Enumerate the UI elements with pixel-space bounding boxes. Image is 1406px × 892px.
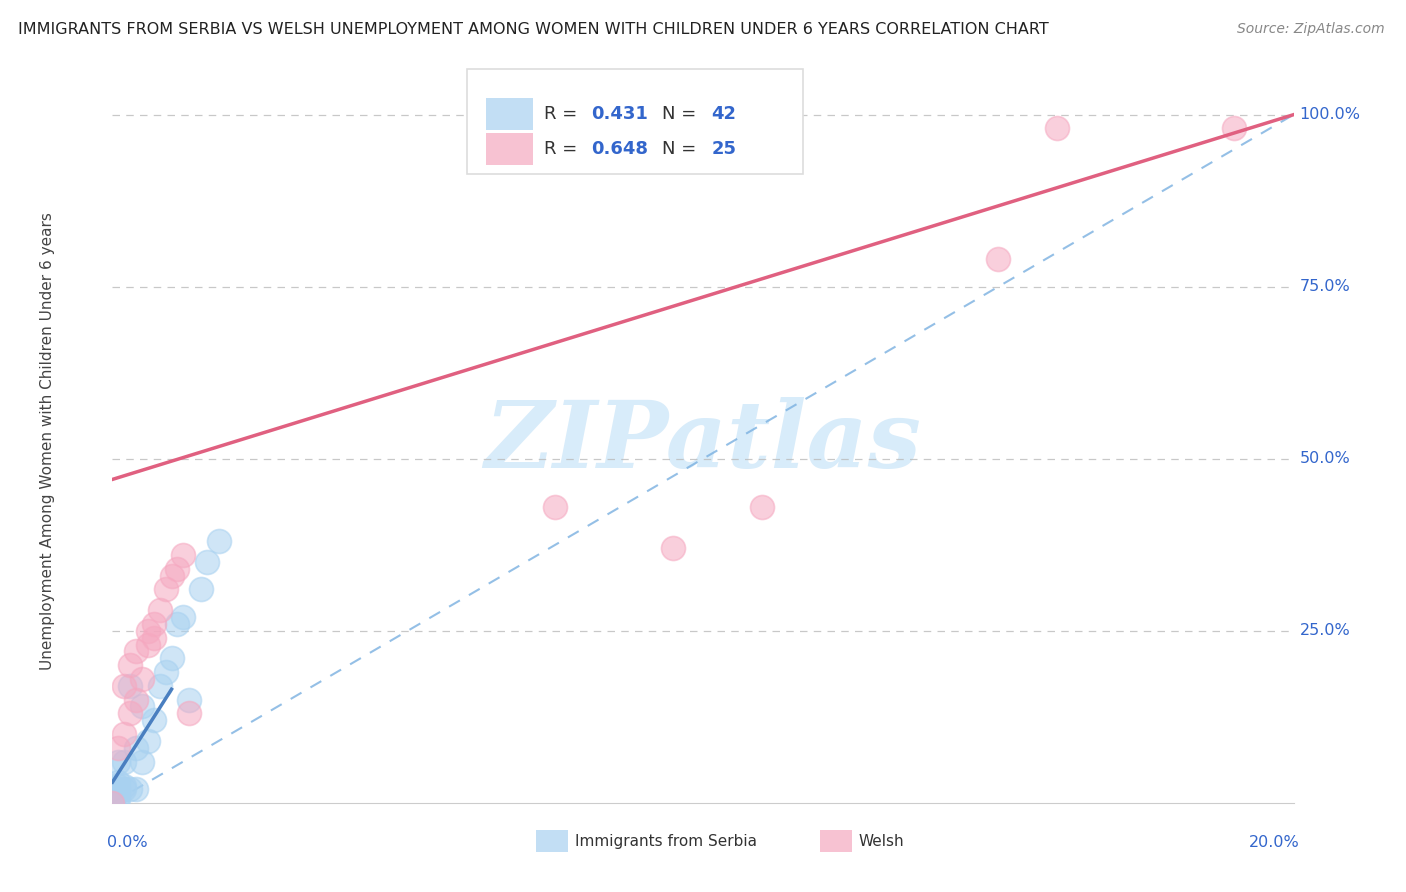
Point: [112, 782, 135, 797]
Point: [136, 624, 159, 638]
Point: [107, 779, 129, 793]
Point: [101, 796, 124, 810]
Point: [112, 779, 135, 793]
Point: [101, 796, 124, 810]
Point: [987, 252, 1010, 267]
FancyBboxPatch shape: [485, 98, 533, 130]
Text: ZIPatlas: ZIPatlas: [485, 397, 921, 486]
Text: IMMIGRANTS FROM SERBIA VS WELSH UNEMPLOYMENT AMONG WOMEN WITH CHILDREN UNDER 6 Y: IMMIGRANTS FROM SERBIA VS WELSH UNEMPLOY…: [18, 22, 1049, 37]
Point: [101, 782, 124, 797]
Text: N =: N =: [662, 105, 702, 123]
Point: [142, 631, 165, 645]
Point: [136, 638, 159, 652]
Point: [101, 785, 124, 799]
Point: [101, 789, 124, 803]
Point: [101, 796, 124, 810]
Text: R =: R =: [544, 140, 582, 158]
Point: [662, 541, 685, 556]
FancyBboxPatch shape: [537, 830, 568, 852]
Point: [149, 603, 172, 617]
Text: 25: 25: [711, 140, 737, 158]
Point: [136, 734, 159, 748]
Point: [160, 568, 183, 582]
Text: 0.431: 0.431: [591, 105, 648, 123]
Point: [120, 706, 142, 721]
Text: 42: 42: [711, 105, 737, 123]
FancyBboxPatch shape: [485, 133, 533, 165]
Text: N =: N =: [662, 140, 702, 158]
Point: [101, 796, 124, 810]
Point: [131, 672, 153, 686]
Text: 100.0%: 100.0%: [1299, 107, 1361, 122]
Text: 20.0%: 20.0%: [1249, 835, 1299, 850]
Point: [120, 658, 142, 673]
Text: Unemployment Among Women with Children Under 6 years: Unemployment Among Women with Children U…: [39, 212, 55, 671]
Point: [107, 755, 129, 769]
Point: [101, 792, 124, 806]
Point: [107, 775, 129, 789]
Point: [172, 548, 194, 562]
Point: [107, 785, 129, 799]
Point: [112, 755, 135, 769]
Text: 25.0%: 25.0%: [1299, 624, 1350, 639]
Point: [142, 616, 165, 631]
Point: [120, 679, 142, 693]
Point: [131, 699, 153, 714]
Point: [149, 679, 172, 693]
Point: [155, 582, 177, 597]
Point: [112, 679, 135, 693]
Point: [208, 534, 231, 549]
Point: [142, 713, 165, 727]
Text: 0.0%: 0.0%: [107, 835, 148, 850]
Point: [125, 692, 148, 706]
Point: [544, 500, 567, 514]
Text: 50.0%: 50.0%: [1299, 451, 1350, 467]
Point: [190, 582, 212, 597]
Point: [179, 706, 201, 721]
Point: [107, 792, 129, 806]
Point: [1223, 121, 1246, 136]
FancyBboxPatch shape: [820, 830, 852, 852]
Text: 0.648: 0.648: [591, 140, 648, 158]
Text: R =: R =: [544, 105, 582, 123]
Point: [195, 555, 218, 569]
Point: [751, 500, 773, 514]
Point: [112, 727, 135, 741]
Point: [179, 692, 201, 706]
Point: [1046, 121, 1069, 136]
Point: [101, 779, 124, 793]
Point: [172, 610, 194, 624]
Point: [107, 782, 129, 797]
Point: [101, 796, 124, 810]
Point: [101, 789, 124, 803]
Point: [160, 651, 183, 665]
Point: [101, 792, 124, 806]
Text: Immigrants from Serbia: Immigrants from Serbia: [575, 834, 758, 848]
Point: [125, 644, 148, 658]
Point: [101, 796, 124, 810]
Text: 75.0%: 75.0%: [1299, 279, 1350, 294]
Point: [101, 796, 124, 810]
Point: [101, 796, 124, 810]
Text: Welsh: Welsh: [859, 834, 904, 848]
Point: [125, 782, 148, 797]
FancyBboxPatch shape: [467, 70, 803, 174]
Point: [155, 665, 177, 679]
Point: [125, 740, 148, 755]
Point: [101, 796, 124, 810]
Point: [107, 740, 129, 755]
Point: [131, 755, 153, 769]
Point: [120, 782, 142, 797]
Text: Source: ZipAtlas.com: Source: ZipAtlas.com: [1237, 22, 1385, 37]
Point: [166, 616, 188, 631]
Point: [107, 789, 129, 803]
Point: [166, 562, 188, 576]
